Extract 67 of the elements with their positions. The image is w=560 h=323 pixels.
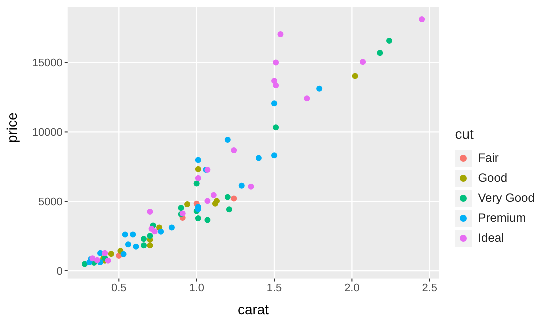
- point: [86, 260, 93, 266]
- point: [94, 257, 100, 264]
- point: [273, 60, 280, 66]
- point: [141, 236, 147, 242]
- point: [195, 166, 202, 172]
- point: [195, 157, 202, 164]
- point: [304, 96, 310, 102]
- x-tick-label: 2.5: [422, 282, 438, 295]
- point: [147, 233, 154, 240]
- legend-title: cut: [455, 126, 475, 142]
- y-tick-label: 0: [56, 266, 63, 278]
- point: [122, 232, 128, 238]
- point: [195, 175, 202, 182]
- legend-label: Ideal: [478, 231, 504, 245]
- point: [256, 155, 262, 162]
- y-tick-label: 10000: [32, 127, 63, 140]
- point: [168, 224, 175, 231]
- point: [125, 242, 132, 248]
- point: [147, 242, 154, 249]
- point: [238, 182, 245, 189]
- point: [178, 205, 184, 212]
- point: [212, 200, 218, 207]
- point: [272, 152, 278, 159]
- point: [419, 16, 426, 22]
- point: [231, 196, 238, 202]
- point: [352, 73, 358, 80]
- y-axis-title: price: [4, 112, 20, 144]
- point: [272, 100, 278, 107]
- point: [273, 82, 280, 89]
- legend-label: Good: [478, 171, 508, 185]
- point: [102, 250, 108, 256]
- point: [316, 86, 323, 92]
- x-tick-label: 1.0: [189, 282, 204, 295]
- point: [386, 38, 392, 44]
- point: [105, 258, 112, 264]
- point: [141, 242, 147, 249]
- point: [147, 209, 154, 216]
- point: [248, 184, 254, 190]
- point: [224, 194, 231, 200]
- point: [194, 180, 200, 187]
- point: [158, 228, 164, 235]
- x-tick-label: 0.5: [112, 282, 127, 295]
- legend-label: Very Good: [478, 191, 535, 205]
- x-axis-title: carat: [238, 302, 270, 318]
- point: [377, 50, 384, 56]
- point: [278, 31, 284, 38]
- point: [120, 251, 127, 258]
- point: [226, 206, 232, 213]
- point: [210, 192, 217, 198]
- legend-label: Fair: [478, 151, 499, 165]
- x-tick-label: 1.5: [266, 282, 282, 295]
- point: [195, 216, 202, 222]
- y-tick-label: 5000: [38, 196, 63, 209]
- point: [133, 244, 140, 250]
- point: [224, 136, 231, 143]
- point: [273, 124, 280, 131]
- point: [108, 251, 114, 258]
- y-tick-label: 15000: [32, 58, 63, 70]
- point: [152, 228, 158, 235]
- point: [231, 148, 238, 154]
- point: [204, 198, 211, 204]
- point: [204, 217, 211, 224]
- point: [130, 232, 136, 238]
- legend-label: Premium: [478, 211, 526, 225]
- point: [184, 202, 191, 208]
- point: [360, 59, 366, 66]
- x-tick-label: 2.0: [344, 282, 360, 295]
